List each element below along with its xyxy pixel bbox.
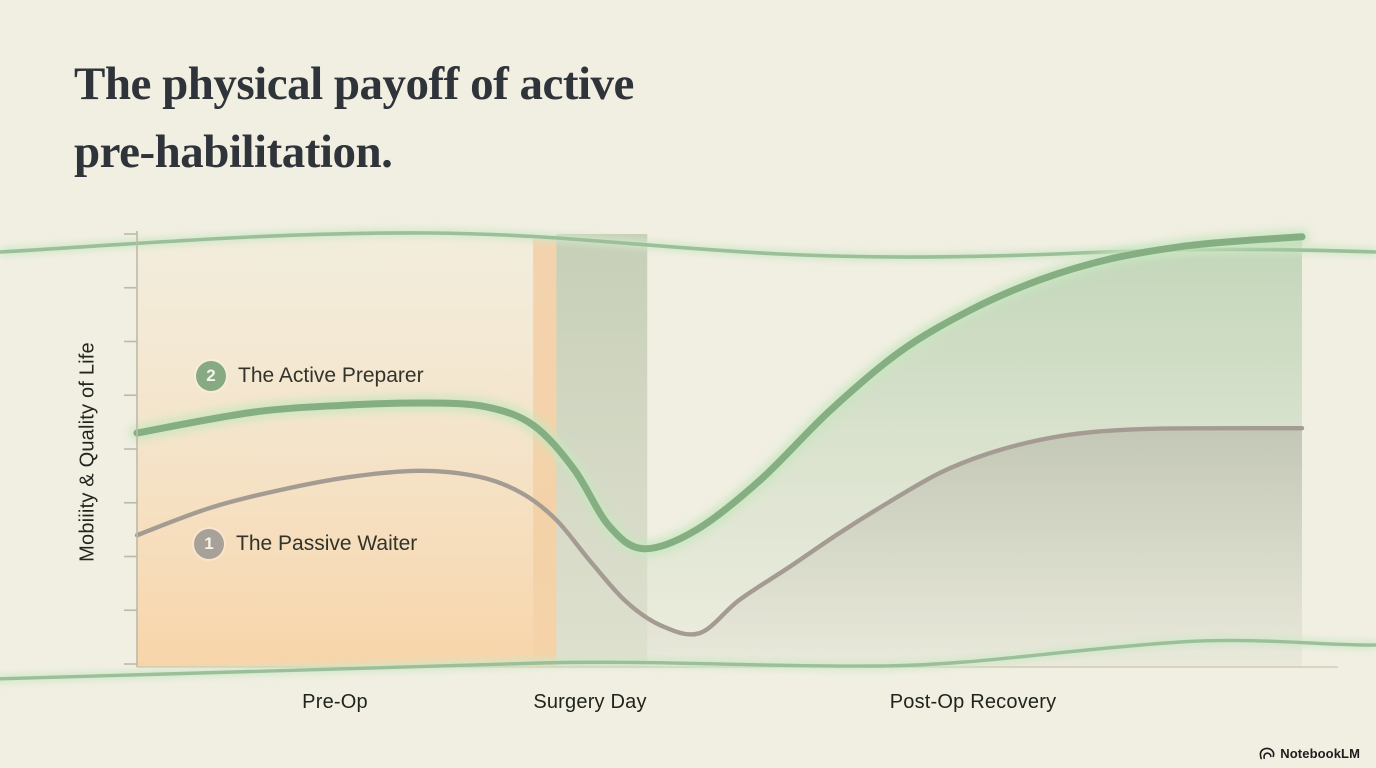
legend-label-passive-waiter: The Passive Waiter	[236, 532, 418, 555]
x-tick-pre-op: Pre-Op	[302, 691, 368, 713]
active-preparer-line	[133, 233, 1306, 553]
page-title: The physical payoff of active pre-habili…	[74, 50, 634, 186]
pre-op-highlight-band	[137, 238, 534, 667]
x-tick-surgery-day: Surgery Day	[533, 691, 647, 713]
title-line-2: pre-habilitation.	[74, 126, 393, 178]
surgery-day-green-strip	[556, 234, 648, 667]
recovery-area-fills	[647, 236, 1302, 667]
legend-item-passive-waiter: 1 The Passive Waiter	[194, 529, 417, 559]
surgery-day-orange-strip	[533, 236, 557, 667]
legend-badge-2: 2	[196, 361, 226, 391]
passive-waiter-line	[134, 426, 1305, 637]
legend-badge-1: 1	[194, 529, 224, 559]
legend-item-active-preparer: 2 The Active Preparer	[196, 361, 424, 391]
y-axis-ticks	[124, 233, 137, 665]
title-line-1: The physical payoff of active	[74, 58, 634, 110]
notebooklm-logo-icon	[1259, 747, 1275, 760]
notebooklm-watermark: NotebookLM	[1259, 746, 1360, 761]
passive-waiter-area-fill	[647, 428, 1302, 667]
x-tick-post-op-recovery: Post-Op Recovery	[889, 691, 1057, 713]
legend-label-active-preparer: The Active Preparer	[238, 364, 424, 387]
y-axis-label: Mobiiity & Quality of Life	[76, 342, 99, 562]
notebooklm-wordmark: NotebookLM	[1280, 746, 1360, 761]
decorative-wave-bottom	[0, 635, 1376, 684]
